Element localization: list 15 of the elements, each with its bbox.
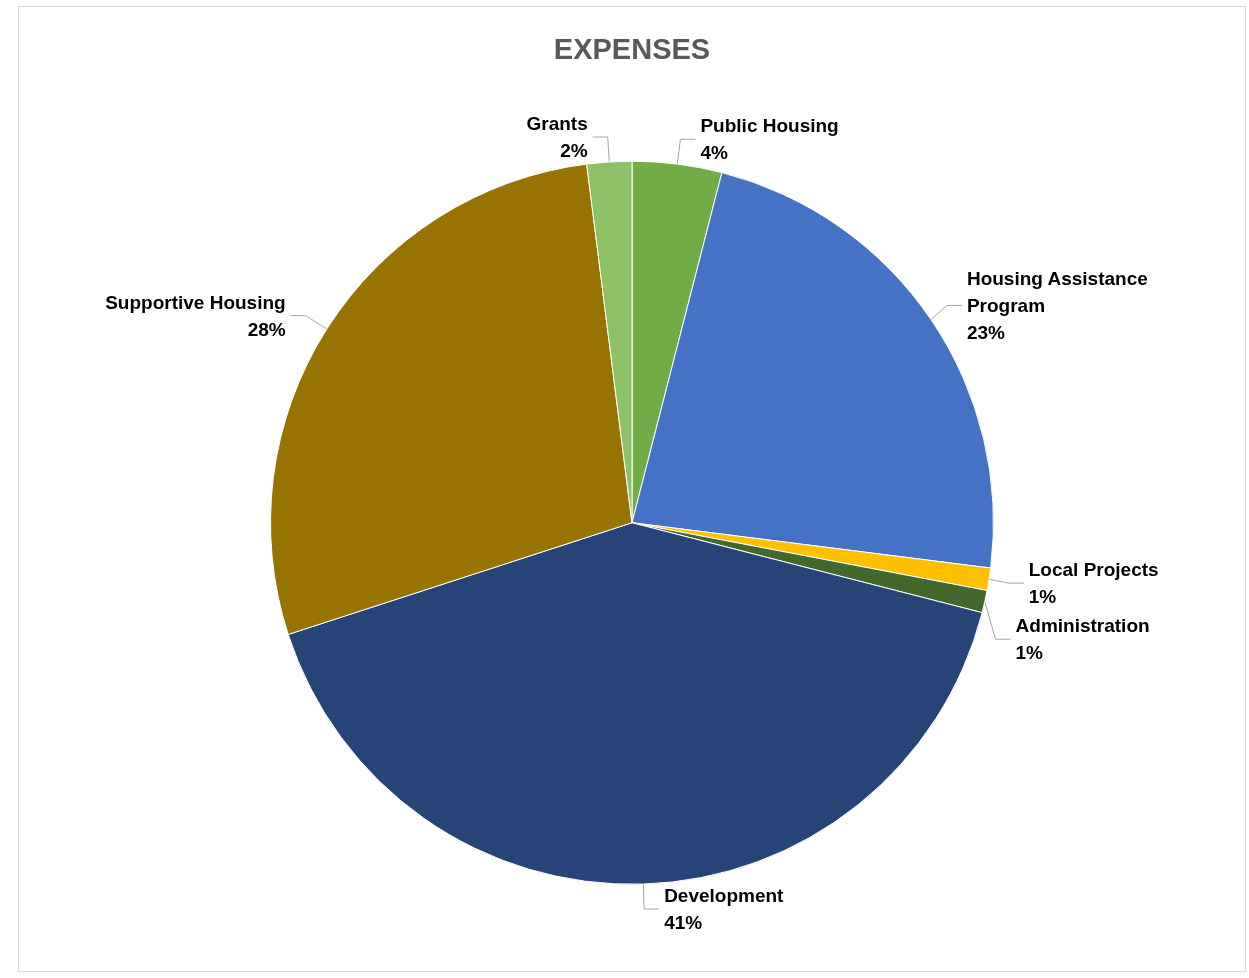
data-label: 41% — [664, 912, 703, 934]
chart-title: EXPENSES — [553, 32, 711, 65]
data-label: 1% — [1015, 642, 1044, 664]
slice-label: Grants — [526, 113, 588, 134]
slice-label: Local Projects — [1028, 559, 1159, 581]
data-label: 1% — [1028, 586, 1057, 608]
data-label: 23% — [966, 321, 1006, 343]
data-label: 4% — [700, 142, 729, 164]
data-label: 2% — [560, 140, 588, 161]
slice-label: Public Housing — [700, 115, 839, 137]
slice-label: Supportive Housing — [105, 291, 286, 313]
data-label: 28% — [247, 318, 286, 340]
slice-label: Housing Assistance Program — [966, 267, 1154, 316]
slice-label: Development — [664, 885, 785, 907]
slice-label: Administration — [1015, 615, 1150, 637]
